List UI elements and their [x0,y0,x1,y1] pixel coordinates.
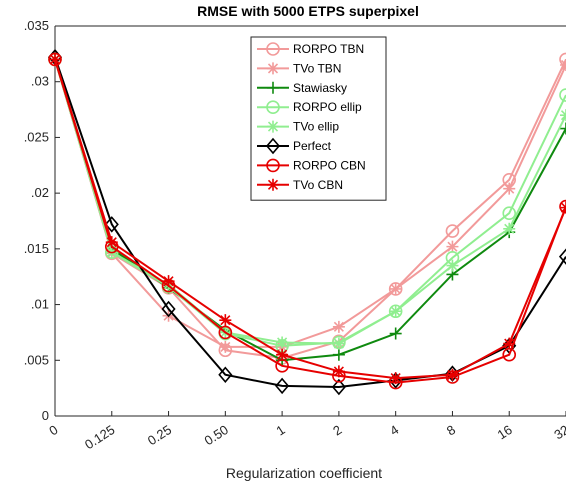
legend-tvo-tbn: TVo TBN [257,61,341,75]
legend-rorpo-ellip-point [266,100,280,114]
series-rorpo-cbn-line [54,59,566,384]
x-tick-label: 0.50 [202,422,231,448]
chart-title: RMSE with 5000 ETPS superpixel [197,3,419,19]
series-stawiasky-point [332,348,345,361]
series-rorpo-tbn-point [445,224,460,238]
legend-rorpo-cbn: RORPO CBN [257,158,366,172]
legend-perfect-point [265,137,281,155]
legend-stawiasky-label: Stawiasky [293,81,347,95]
legend-tvo-cbn-point [267,178,279,191]
y-tick-label: .015 [24,241,49,256]
series-tvo-cbn-point [162,275,175,288]
series-perfect-point [218,366,233,384]
y-tick-label: .03 [31,74,49,89]
y-tick-label: .01 [31,297,49,312]
legend-tvo-ellip: TVo ellip [257,120,339,134]
x-tick-label: 16 [495,422,515,442]
legend-rorpo-tbn: RORPO TBN [257,42,364,56]
series-perfect-point [275,377,290,395]
series-tvo-tbn-line [54,59,566,348]
series-rorpo-ellip-point [502,206,517,220]
legend-rorpo-tbn-point [266,42,280,56]
legend-tvo-cbn-label: TVo CBN [293,178,343,192]
series-rorpo-cbn-point [218,325,233,340]
series-perfect-point [558,248,566,265]
series-tvo-cbn-point [49,53,61,66]
series-tvo-cbn-line [54,59,566,380]
x-tick-label: 4 [387,422,401,439]
legend-rorpo-ellip: RORPO ellip [257,100,362,114]
series-tvo-ellip-point [389,305,402,318]
series-tvo-tbn-point [389,282,402,295]
legend-stawiasky-point [267,81,279,94]
series-tvo-cbn [49,53,566,385]
series-tvo-cbn-point [276,348,289,361]
legend-stawiasky: Stawiasky [257,81,347,95]
series-perfect-point [161,300,176,318]
series-tvo-ellip-point [446,259,459,272]
y-tick-label: .02 [31,185,49,200]
x-tick-label: 0.125 [82,422,117,452]
legend-perfect: Perfect [257,137,332,155]
series-tvo-cbn-point [446,368,459,381]
legend: RORPO TBN TVo TBN Stawiasky RORPO ellip TVo … [250,36,387,201]
series-tvo-tbn-point [219,340,232,353]
series-tvo-ellip-point [503,222,516,235]
series-tvo-cbn-point [105,236,118,249]
legend-tvo-ellip-label: TVo ellip [293,120,339,134]
legend-tvo-cbn: TVo CBN [257,178,343,192]
y-tick-label: .005 [24,352,49,367]
series-tvo-cbn-point [219,314,232,327]
series-tvo-cbn-point [503,337,516,350]
legend-rorpo-cbn-point [266,158,280,173]
series-tvo-cbn-point [332,365,345,378]
x-tick-label: 0.25 [145,422,174,448]
y-tick-label: 0 [42,408,49,423]
y-tick-label: .025 [24,129,49,144]
legend-tvo-tbn-point [267,62,279,75]
legend-rorpo-ellip-label: RORPO ellip [293,100,362,114]
series-rorpo-tbn-point [559,52,566,67]
x-axis-title: Regularization coefficient [226,465,382,481]
legend-tvo-tbn-label: TVo TBN [293,61,341,75]
series-stawiasky-point [560,122,566,135]
x-tick-label: 1 [274,422,288,439]
series-tvo-ellip-point [332,337,345,350]
x-tick-label: 0 [46,422,60,439]
x-tick-label: 2 [330,422,344,439]
series-perfect-point [331,378,346,396]
x-tick-label: 32 [551,422,566,442]
series-rorpo-cbn-point [559,199,566,214]
plot-axes: 0 .005 .01 .015 .02 .025 .03 .035 0 0.125 0.25 0.50… [24,18,566,452]
series-perfect-point [104,216,119,233]
series-tvo-tbn-point [446,240,459,253]
series-tvo-tbn-point [332,320,345,333]
series-tvo-tbn-point [503,182,516,195]
series-rorpo-ellip-point [559,88,566,102]
y-tick-label: .035 [24,18,49,33]
legend-rorpo-cbn-label: RORPO CBN [293,158,366,172]
series-tvo-cbn-point [389,372,402,385]
x-tick-label: 8 [444,422,458,439]
series-stawiasky-point [389,327,402,340]
series-layer [47,48,566,396]
legend-rorpo-tbn-label: RORPO TBN [293,42,364,56]
legend-tvo-ellip-point [267,120,279,133]
series-tvo-ellip-point [276,336,289,349]
legend-perfect-label: Perfect [293,139,332,153]
